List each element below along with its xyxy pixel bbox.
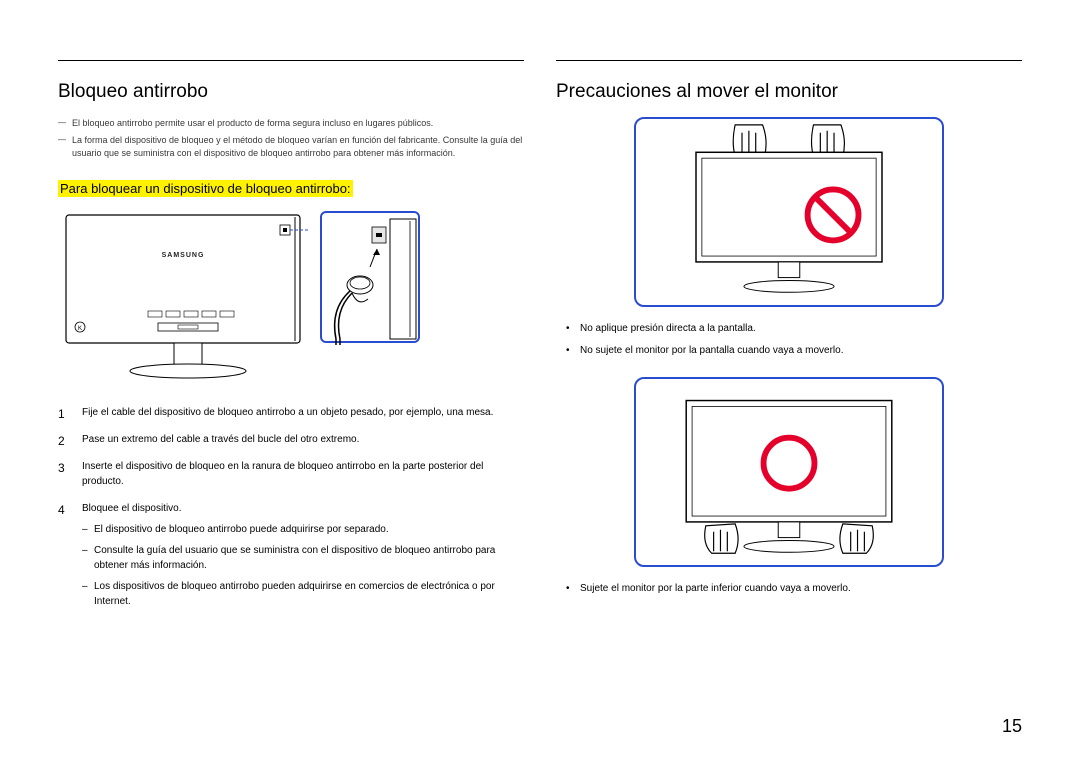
subnote-3: Los dispositivos de bloqueo antirrobo pu… bbox=[82, 579, 524, 609]
dont-grab-screen-illustration bbox=[634, 117, 944, 307]
page-number: 15 bbox=[1002, 716, 1022, 737]
subnote-2: Consulte la guía del usuario que se sumi… bbox=[82, 543, 524, 573]
heading-precautions: Precauciones al mover el monitor bbox=[556, 81, 1022, 103]
lock-detail-illustration bbox=[320, 211, 420, 343]
step-1: Fije el cable del dispositivo de bloqueo… bbox=[58, 405, 524, 420]
subnote-1: El dispositivo de bloqueo antirrobo pued… bbox=[82, 522, 524, 537]
step-3: Inserte el dispositivo de bloqueo en la … bbox=[58, 459, 524, 489]
left-column: Bloqueo antirrobo El bloqueo antirrobo p… bbox=[58, 60, 524, 621]
lock-steps-list: Fije el cable del dispositivo de bloqueo… bbox=[58, 405, 524, 609]
monitor-back-illustration: SAMSUNG K bbox=[58, 211, 308, 381]
step-4: Bloquee el dispositivo. El dispositivo d… bbox=[58, 501, 524, 609]
step-4-text: Bloquee el dispositivo. bbox=[82, 503, 182, 514]
antitheft-diagrams: SAMSUNG K bbox=[58, 211, 524, 381]
svg-text:K: K bbox=[78, 326, 82, 332]
step-2: Pase un extremo del cable a través del b… bbox=[58, 432, 524, 447]
note-2: La forma del dispositivo de bloqueo y el… bbox=[58, 134, 524, 160]
samsung-logo: SAMSUNG bbox=[162, 252, 205, 259]
note-1: El bloqueo antirrobo permite usar el pro… bbox=[58, 117, 524, 130]
precaution-bullets-bottom: Sujete el monitor por la parte inferior … bbox=[566, 581, 1022, 597]
hold-bottom-illustration bbox=[634, 377, 944, 567]
right-column: Precauciones al mover el monitor bbox=[556, 60, 1022, 621]
bullet-top-2: No sujete el monitor por la pantalla cua… bbox=[566, 343, 1022, 359]
bullet-top-1: No aplique presión directa a la pantalla… bbox=[566, 321, 1022, 337]
bullet-bottom-1: Sujete el monitor por la parte inferior … bbox=[566, 581, 1022, 597]
precaution-bullets-top: No aplique presión directa a la pantalla… bbox=[566, 321, 1022, 359]
subheading-highlight: Para bloquear un dispositivo de bloqueo … bbox=[58, 180, 353, 197]
heading-antitheft: Bloqueo antirrobo bbox=[58, 81, 524, 103]
